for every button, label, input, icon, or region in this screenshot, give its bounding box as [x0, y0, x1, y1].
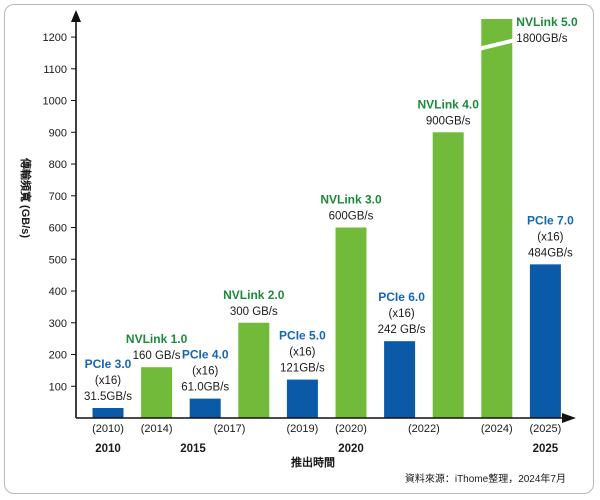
y-tick-label: 700 [49, 191, 67, 203]
bar-pcie5 [286, 379, 318, 418]
x-milestone-label: 2010 [95, 443, 121, 455]
x-year-label: (2020) [335, 423, 367, 435]
bar-label-value_label: 31.5GB/s [84, 391, 132, 403]
bar-label-value_label: 484GB/s [528, 247, 573, 259]
bar-label-name: NVLink 2.0 [223, 288, 285, 302]
bar-label-name: NVLink 3.0 [320, 193, 382, 207]
bar-label-name: NVLink 4.0 [418, 97, 480, 111]
bars [92, 19, 561, 419]
y-tick-label: 500 [49, 254, 67, 266]
bar-label-name: NVLink 5.0 [516, 15, 578, 29]
bar-label-value_label: 61.0GB/s [181, 382, 229, 394]
x-year-label: (2019) [287, 423, 319, 435]
bar-label-value_label: 160 GB/s [133, 350, 181, 362]
bar-pcie3 [92, 408, 124, 418]
bar-label-name: PCIe 4.0 [182, 348, 229, 362]
y-tick-label: 1200 [43, 32, 67, 44]
x-axis-title: 推出時間 [291, 455, 335, 469]
y-tick-label: 1000 [43, 96, 67, 108]
y-axis-ticks: 100 200 300 400 500 600 700 800 900 1000 1100 1200 [43, 32, 76, 393]
axes [71, 10, 576, 423]
x-year-label: (2014) [141, 423, 173, 435]
x-milestone-label: 2015 [180, 443, 206, 455]
bar-nvlink4 [432, 132, 464, 419]
bar-label-value_label: 242 GB/s [378, 324, 426, 336]
bar-label-name: PCIe 3.0 [85, 357, 132, 371]
x-year-label: (2022) [408, 423, 440, 435]
bar-label-value: 1800GB/s [516, 33, 567, 45]
x-milestone-label: 2025 [533, 443, 559, 455]
bar-nvlink2 [238, 322, 270, 418]
y-tick-label: 200 [49, 350, 67, 362]
bar-nvlink3 [335, 227, 367, 418]
x-year-label: (2017) [214, 423, 246, 435]
x-year-label: (2024) [481, 423, 513, 435]
y-tick-label: 800 [49, 159, 67, 171]
bar-label-value_label: 600GB/s [329, 211, 374, 223]
bar-label-name: NVLink 1.0 [126, 332, 188, 346]
y-axis-title: 傳輸頻寬 (GB/s) [19, 157, 33, 238]
bar-label-sub: (x16) [192, 366, 218, 378]
x-axis-arrow [562, 413, 576, 423]
bar-label-name: PCIe 6.0 [378, 290, 425, 304]
bar-label-value_label: 300 GB/s [230, 306, 278, 318]
x-year-label: (2025) [530, 423, 562, 435]
source-note: 資料來源：iThome整理，2024年7月 [405, 472, 566, 485]
y-tick-label: 600 [49, 223, 67, 235]
y-tick-label: 400 [49, 286, 67, 298]
x-milestone-label: 2020 [338, 443, 364, 455]
bar-pcie7 [529, 264, 561, 418]
bar-pcie4 [189, 398, 221, 418]
bar-label-sub: (x16) [95, 375, 121, 387]
bar-label-value_label: 121GB/s [280, 363, 325, 375]
bar-pcie6 [384, 341, 416, 418]
y-tick-label: 100 [49, 381, 67, 393]
x-axis-labels: (2010) (2014) (2017) (2019) (2020) (2022) (202… [92, 423, 561, 455]
bar-label-name: PCIe 7.0 [527, 213, 574, 227]
bar-label-sub: (x16) [289, 347, 315, 359]
bar-label-value_label: 900GB/s [426, 115, 471, 127]
y-tick-label: 1100 [43, 64, 67, 76]
y-axis-arrow [71, 10, 81, 22]
bar-nvlink1 [141, 367, 173, 418]
bar-label-sub: (x16) [537, 231, 563, 243]
axis-break-mark [477, 38, 516, 51]
bar-label-name: PCIe 5.0 [279, 329, 326, 343]
bar-label-sub: (x16) [388, 308, 414, 320]
y-tick-label: 900 [49, 127, 67, 139]
y-tick-label: 300 [49, 318, 67, 330]
bar-nvlink5 [481, 19, 513, 418]
x-year-label: (2010) [92, 423, 124, 435]
